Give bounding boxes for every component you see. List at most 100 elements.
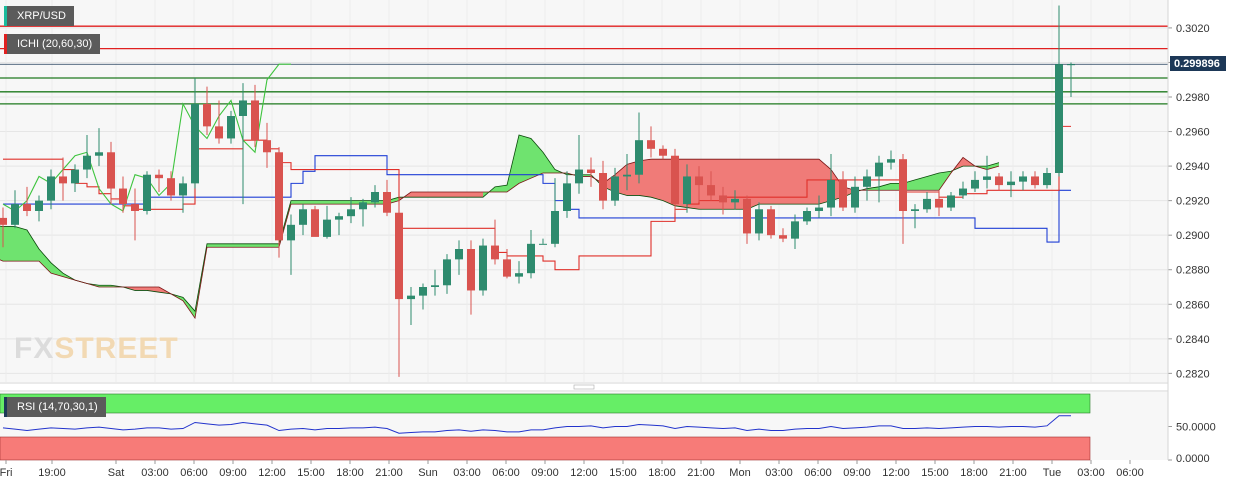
x-tick-label: 06:00 (492, 467, 520, 479)
candle (155, 169, 163, 192)
senkou-span-b (0, 156, 1000, 320)
candle (695, 166, 703, 203)
candle (11, 190, 19, 229)
candle (263, 122, 271, 168)
candle-body (431, 285, 439, 287)
senkou-span-a (0, 134, 1000, 313)
candle (755, 202, 763, 241)
candle-body (407, 295, 415, 300)
x-tick-label: Sat (108, 467, 125, 479)
x-tick-label: 06:00 (180, 467, 208, 479)
x-tick-label: 21:00 (375, 467, 403, 479)
rsi-indicator-label[interactable]: RSI (14,70,30,1) (4, 397, 106, 417)
candle (371, 185, 379, 208)
candle-body (515, 273, 523, 277)
candle-body (983, 176, 991, 180)
y-tick-label: 0.2940 (1176, 161, 1210, 173)
cloud-segment (255, 243, 267, 248)
cloud-segment (411, 192, 423, 198)
x-tick-label: 15:00 (921, 467, 949, 479)
candle (35, 195, 43, 222)
candle (767, 205, 775, 239)
y-tick-label: 0.2840 (1176, 334, 1210, 346)
candle-body (599, 173, 607, 201)
candle-body (59, 176, 67, 184)
candle-body (71, 169, 79, 184)
candle (671, 148, 679, 213)
candle (227, 110, 235, 144)
candle-body (779, 235, 787, 239)
ichimoku-indicator-label[interactable]: ICHI (20,60,30) (4, 34, 101, 54)
candles (0, 5, 1075, 377)
y-tick-label: 0.2960 (1176, 127, 1210, 139)
candle (455, 240, 463, 275)
candle-body (575, 169, 583, 184)
candle-body (395, 212, 403, 300)
candle-body (875, 162, 883, 177)
cloud-segment (435, 192, 447, 198)
x-tick-label: 21:00 (999, 467, 1027, 479)
panel-divider-handle[interactable] (573, 384, 595, 390)
candle (923, 192, 931, 213)
cloud-segment (543, 152, 555, 173)
candle (467, 240, 475, 315)
rsi-overbought-zone (0, 393, 1091, 414)
candle (911, 204, 919, 229)
candle (47, 169, 55, 210)
candle (191, 78, 199, 189)
candle-body (695, 176, 703, 186)
candle-body (335, 216, 343, 220)
candle-body (671, 155, 679, 205)
y-axis: 0.30200.30000.29800.29600.29400.29200.29… (1168, 23, 1210, 380)
candle-body (23, 204, 31, 211)
symbol-label[interactable]: XRP/USD (4, 6, 74, 26)
cloud-segment (879, 183, 891, 191)
candle-body (371, 192, 379, 203)
x-tick-label: Sun (418, 467, 438, 479)
cloud-segment (447, 192, 459, 198)
x-tick-label: 18:00 (960, 467, 988, 479)
cloud-segment (315, 200, 327, 205)
cloud-segment (207, 243, 219, 248)
candle-body (347, 209, 355, 217)
candle (587, 157, 595, 187)
x-tick-label: 09:00 (843, 467, 871, 479)
candle-body (731, 198, 739, 203)
candle-body (827, 179, 835, 208)
candle-body (563, 183, 571, 211)
candle-body (107, 152, 115, 189)
cloud-segment (471, 192, 483, 198)
candle-body (143, 174, 151, 211)
candle-body (203, 103, 211, 127)
kijun-sen-line (3, 155, 1071, 243)
y-tick-label: 0.2820 (1176, 368, 1210, 380)
candle (419, 283, 427, 310)
candle-body (947, 195, 955, 208)
candle-body (83, 155, 91, 170)
candle (791, 214, 799, 249)
candle (491, 219, 499, 265)
candle-body (263, 140, 271, 153)
x-tick-label: Mon (729, 467, 750, 479)
candle (983, 155, 991, 189)
y-tick-label: 0.2860 (1176, 299, 1210, 311)
candle (1031, 171, 1039, 189)
y-tick-label: 0.2900 (1176, 230, 1210, 242)
candle-body (455, 249, 463, 260)
candle (683, 164, 691, 213)
candle (107, 141, 115, 205)
x-tick-label: 06:00 (1116, 467, 1144, 479)
candle (839, 171, 847, 211)
cloud-segment (927, 173, 939, 191)
y-tick-label: 0.2920 (1176, 196, 1210, 208)
candle-body (1019, 176, 1027, 182)
cloud-segment (219, 243, 231, 248)
candle-body (719, 195, 727, 203)
candle (1055, 5, 1063, 177)
x-tick-label: 09:00 (531, 467, 559, 479)
candle (287, 214, 295, 275)
candle (575, 135, 583, 194)
candle-body (587, 169, 595, 173)
candle-body (359, 202, 367, 210)
x-axis: Fri 19:00 Sat 03:00 06:00 09:00 12:00 15:00 18:0… (0, 460, 1144, 479)
